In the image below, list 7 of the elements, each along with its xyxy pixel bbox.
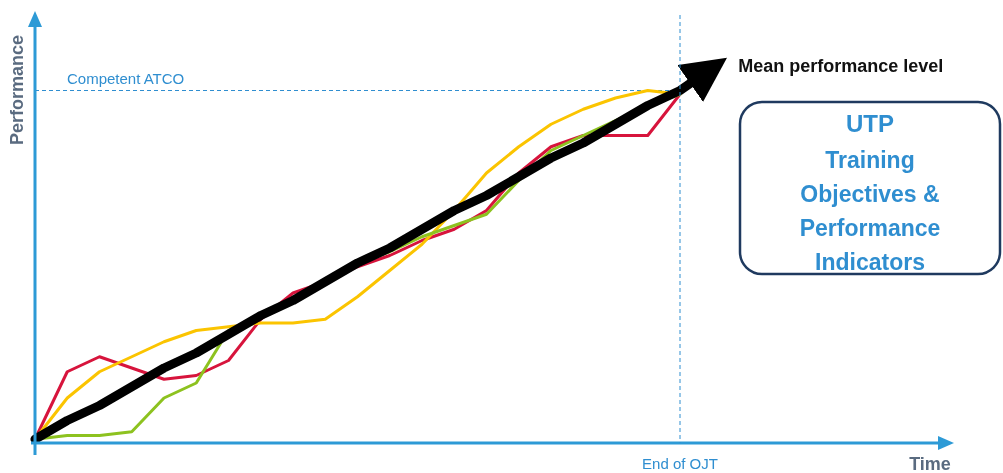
text: Time (909, 454, 951, 473)
text: End of OJT (642, 455, 718, 472)
text: UTP (846, 110, 894, 137)
series-label: Mean performance level (738, 56, 944, 76)
y-axis-title: Performance (7, 34, 27, 146)
text: Training Objectives & Performance Indicators (799, 147, 941, 275)
ref-line-label: Competent ATCO (67, 69, 185, 87)
